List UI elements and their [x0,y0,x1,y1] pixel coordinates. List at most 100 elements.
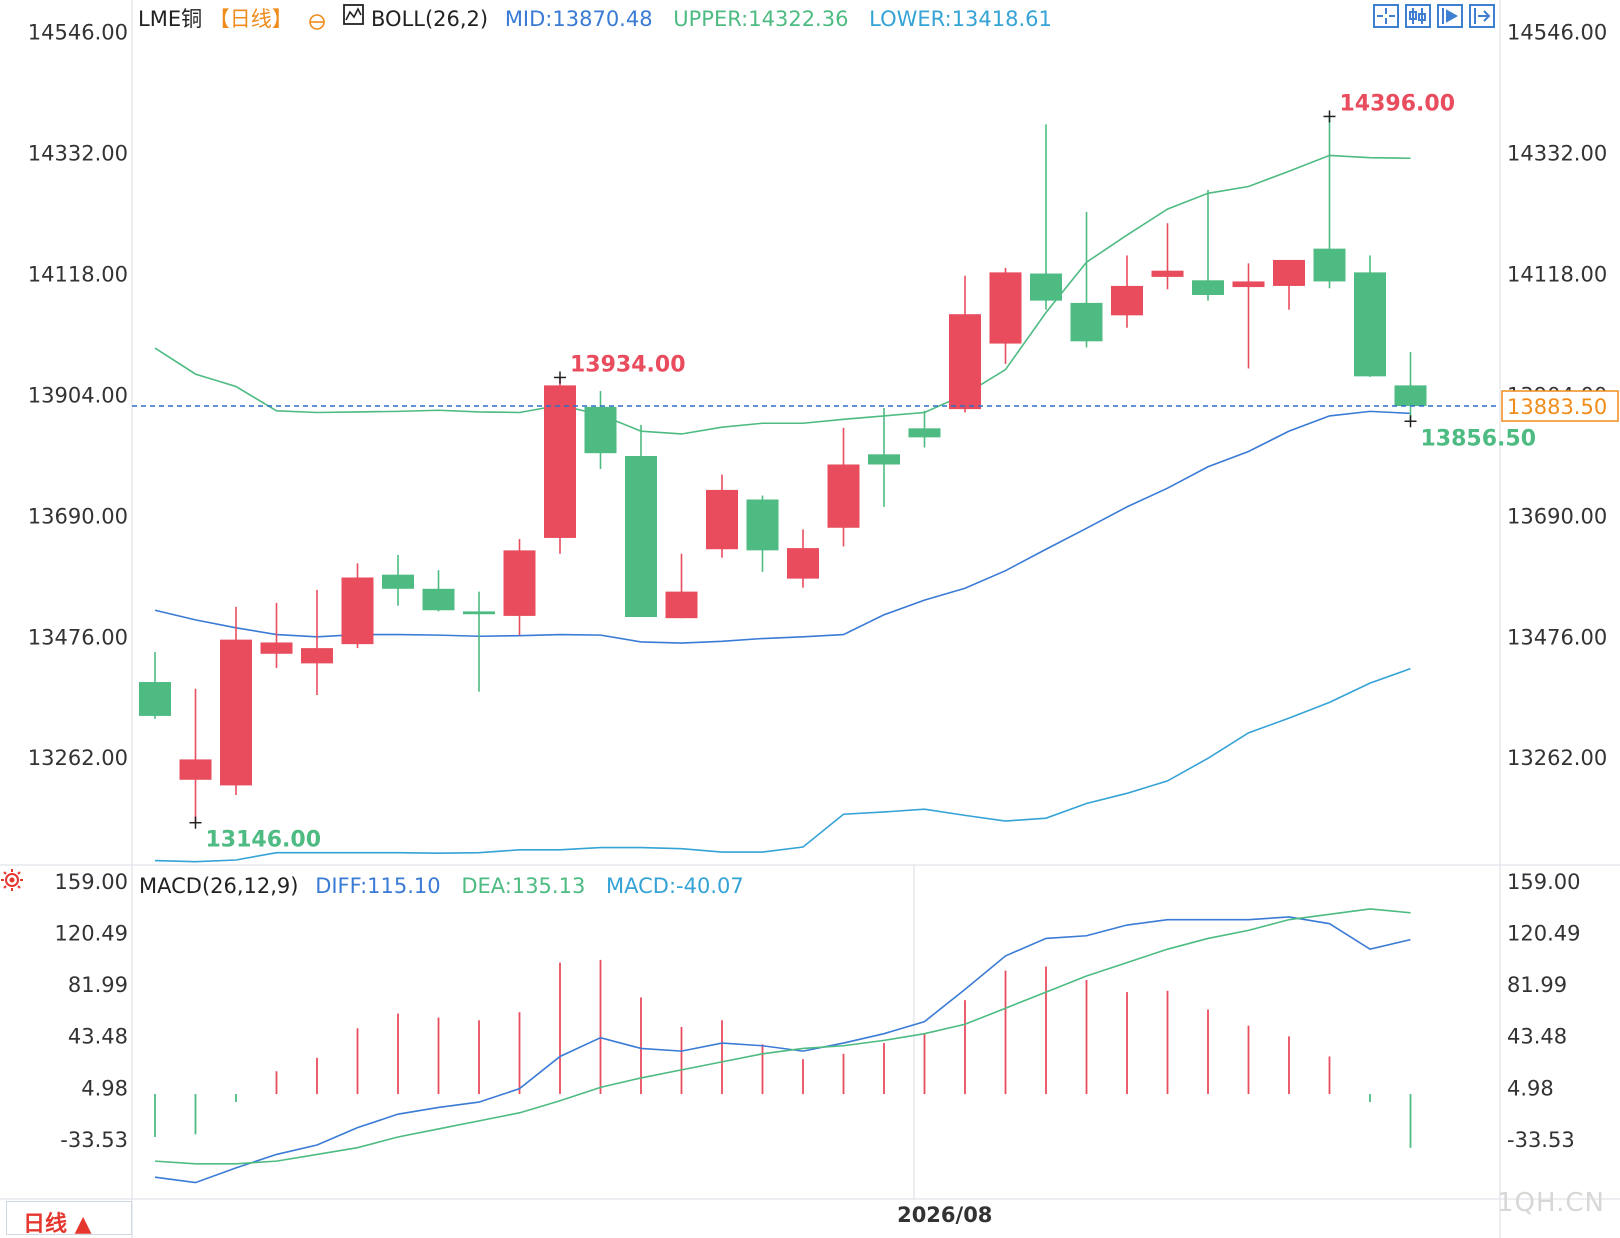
candle [1313,116,1346,289]
instrument-label: LME铜 [138,7,202,31]
last-price-box [1501,390,1619,422]
candle [665,553,698,619]
candle [1273,259,1305,310]
candle [1192,189,1224,301]
price-tick-left: 14332.00 [28,142,128,166]
high-label: 14396.00 [1340,91,1456,116]
candle-body [1070,302,1103,342]
macd-dea-value: DEA:135.13 [461,874,585,898]
candle-body [584,406,617,454]
candle-body [706,489,738,550]
extreme-annotations: 14396.00 13934.00 13146.00 13856.50 [189,91,1537,853]
boll-upper-line [154,154,1411,435]
candle-body [1030,273,1062,301]
candle-body [260,642,293,654]
macd-tick-left: 81.99 [68,973,128,997]
candle [746,495,779,572]
high-label: 13934.00 [570,352,686,377]
candle [706,474,738,558]
candles [139,116,1427,823]
candle-body [1192,280,1224,295]
candle [463,591,495,692]
macd-histogram [154,959,1412,1148]
boll-upper-value: UPPER:14322.36 [673,7,848,31]
price-tick-left: 13476.00 [28,625,128,649]
watermark: 1QH.CN [1497,1188,1605,1218]
candle [220,606,252,796]
candle [625,424,657,618]
expand-icon[interactable] [1469,4,1495,28]
macd-macd-value: MACD:-40.07 [606,874,744,898]
step-forward-icon[interactable] [1437,4,1463,28]
candle-body [787,548,819,579]
candle [544,377,576,554]
candle [868,407,900,507]
indicator-chart-icon[interactable] [343,4,364,25]
candle-body [301,648,333,664]
candle [301,589,333,696]
macd-tick-right: 159.00 [1507,870,1580,894]
macd-diff-value: DIFF:115.10 [315,874,440,898]
last-price-line: 13883.50 [132,390,1619,422]
candle-body [665,591,698,619]
low-label: 13856.50 [1421,426,1537,451]
price-tick-right: 13262.00 [1507,746,1607,770]
candle [179,688,212,823]
candle-body [179,759,212,780]
settings-gear-icon[interactable] [1,869,23,891]
macd-tick-right: 81.99 [1507,973,1567,997]
price-tick-left: 13262.00 [28,746,128,770]
macd-tick-right: 4.98 [1507,1076,1554,1100]
period-label: 【日线】 [209,7,293,31]
candle [1030,124,1062,310]
price-tick-left: 14546.00 [28,21,128,45]
candle [260,602,293,668]
candle-body [1394,385,1427,407]
candle [989,267,1022,364]
price-tick-right: 14332.00 [1507,142,1607,166]
macd-tick-left: 159.00 [55,870,128,894]
macd-dea-line [154,908,1411,1165]
candle [1232,263,1265,369]
candle-body [1232,281,1265,288]
boll-lower-value: LOWER:13418.61 [869,7,1052,31]
period-selector-button[interactable]: 日线 ▲ [6,1201,132,1237]
candle-body [625,456,657,618]
macd-lines [154,908,1411,1184]
boll-header: BOLL(26,2) MID:13870.48 UPPER:14322.36 L… [371,7,1052,31]
candle-body [949,314,981,410]
price-tick-left: 13690.00 [28,504,128,528]
price-axis-right: 14546.0014332.0014118.0013904.0013690.00… [1507,21,1607,770]
candle [422,570,455,612]
candle [1151,223,1184,290]
macd-tick-left: -33.53 [60,1128,128,1152]
candle [584,391,617,470]
macd-axis-left: 159.00 120.49 81.99 43.48 4.98 -33.53 [55,870,128,1152]
boll-lower-line [154,667,1411,863]
macd-tick-right: -33.53 [1507,1128,1575,1152]
macd-header: MACD(26,12,9) DIFF:115.10 DEA:135.13 MAC… [139,874,744,898]
candle-body [463,611,495,615]
price-tick-left: 14118.00 [28,263,128,287]
crosshair-icon[interactable] [1373,4,1399,28]
candle [139,652,171,719]
candle [1354,255,1386,377]
x-tick-label: 2026/08 [897,1203,992,1227]
candle-body [1151,270,1184,277]
price-tick-left: 13904.00 [28,383,128,407]
period-switch-icon[interactable] [309,14,325,30]
candle [949,275,981,413]
price-tick-right: 13690.00 [1507,504,1607,528]
macd-diff-line [154,916,1411,1184]
candle-body [544,385,576,538]
candle-body [1354,272,1386,377]
candle-body [220,639,252,786]
candle [827,427,860,547]
candlestick-icon[interactable] [1405,4,1431,28]
candle-body [989,272,1022,344]
candle [908,410,941,448]
low-label: 13146.00 [206,828,322,853]
boll-mid-value: MID:13870.48 [505,7,653,31]
